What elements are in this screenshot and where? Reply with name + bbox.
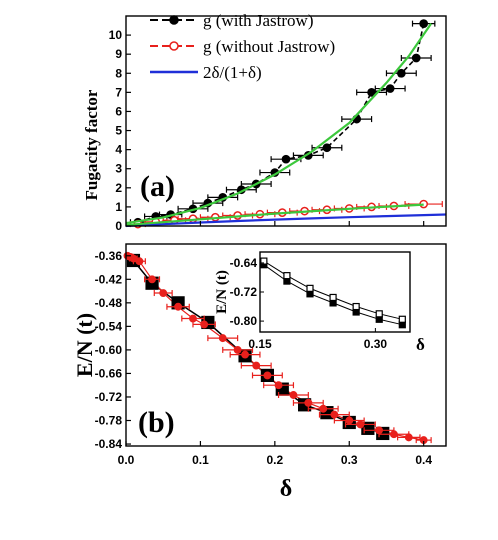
inset-ylabel: E/N (t)	[214, 270, 230, 314]
panel-b-series-1-point	[148, 275, 156, 284]
panel-b-ytick-label: -0.66	[95, 366, 123, 380]
panel-b-series-1-point	[200, 320, 209, 329]
panel-a-ytick-label: 0	[115, 219, 122, 233]
panel-b-series-1-point	[174, 302, 183, 311]
inset-series-1-point	[260, 257, 268, 265]
panel-a-ytick-label: 4	[115, 143, 122, 157]
panel-b-inset: -0.64 -0.72 -0.80 0.15 0.30 E/N (t) δ	[214, 251, 425, 354]
panel-b-series-1-point	[252, 361, 261, 370]
panel-b-series-1-point	[389, 430, 398, 439]
panel-b-series-0-point	[361, 421, 375, 435]
panel-a-ytick-label: 1	[115, 200, 122, 214]
panel-b-ytick-label: -0.36	[95, 249, 123, 263]
panel-b-series-1-point	[330, 410, 339, 419]
panel-a-ytick-label: 5	[115, 124, 122, 138]
panel-b: -0.36 -0.42 -0.48 -0.54 -0.60 -0.66 -0.72 -0.78…	[72, 243, 447, 502]
panel-b-ytick-label: -0.78	[95, 414, 123, 428]
panel-a-legend-item: g (with Jastrow)	[150, 11, 313, 30]
panel-b-xtick-label: 0.1	[192, 453, 209, 467]
panel-a-legend-item: 2δ/(1+δ)	[150, 63, 262, 82]
panel-b-ytick-label: -0.60	[95, 343, 123, 357]
inset-series-1-point	[283, 272, 291, 280]
panel-b-series-1-point	[263, 371, 272, 380]
inset-xtick-label: 0.30	[364, 337, 388, 351]
inset-series-1-point	[306, 284, 314, 292]
panel-a-ytick-label: 10	[109, 28, 123, 42]
inset-series-1-point	[398, 315, 406, 323]
panel-b-frame	[125, 243, 447, 447]
panel-b-ytick-label: -0.42	[95, 272, 123, 286]
panel-a-ytick-label: 7	[115, 85, 122, 99]
panel-a-ytick-label: 9	[115, 47, 122, 61]
panel-b-ylabel: E/N (t)	[72, 313, 97, 377]
inset-ytick-label: -0.64	[230, 256, 258, 270]
panel-a-ytick-label: 8	[115, 66, 122, 80]
panel-b-series-1-point	[375, 426, 383, 435]
panel-a-ytick-label: 6	[115, 104, 122, 118]
panel-b-series-1-point	[233, 345, 242, 354]
inset-xlabel: δ	[416, 335, 425, 354]
panel-a-legend-label: g (without Jastrow)	[203, 37, 335, 56]
panel-b-xtick-label: 0.2	[266, 453, 283, 467]
panel-b-series-1-point	[345, 416, 354, 425]
panel-b-series-1-point	[241, 350, 250, 359]
panel-a-series-0-point	[322, 143, 332, 153]
panel-b-label: (b)	[138, 406, 175, 439]
panel-b-series-1-point	[304, 398, 313, 407]
panel-b-ytick-label: -0.54	[95, 319, 123, 333]
panel-a-legend-item: g (without Jastrow)	[150, 37, 335, 56]
panel-a-ylabel: Fugacity factor	[82, 89, 101, 200]
panel-b-xtick-label: 0.4	[415, 453, 432, 467]
panel-b-series-1-point	[404, 433, 413, 442]
panel-a-series-0-point	[367, 88, 376, 97]
panel-a-series-3-line	[125, 22, 433, 225]
panel-b-xtick-label: 0.0	[118, 453, 135, 467]
inset-xtick-label: 0.15	[248, 337, 272, 351]
panel-a-series-4-line	[125, 203, 424, 227]
inset-series-1-point	[375, 310, 383, 318]
inset-ytick-label: -0.72	[230, 285, 258, 299]
panel-b-ytick-label: -0.84	[95, 437, 123, 451]
panel-b-series-1-point	[218, 334, 227, 343]
panel-b-ytick-label: -0.48	[95, 296, 123, 310]
inset-series-1-point	[329, 293, 337, 302]
panel-b-series-1-point	[356, 420, 365, 429]
inset-ytick-label: -0.80	[230, 314, 258, 328]
panel-b-series-1-point	[159, 289, 168, 297]
panel-a-series-0-point	[396, 68, 406, 78]
panel-b-series-1-point	[274, 381, 283, 390]
panel-a-series-0-point	[419, 19, 429, 28]
panel-b-xtick-label: 0.3	[341, 453, 358, 467]
panel-a-series-0-point	[385, 84, 395, 93]
panel-b-series-1-point	[289, 391, 298, 399]
panel-a-legend-marker	[169, 41, 179, 51]
panel-b-series-1-point	[319, 404, 328, 413]
panel-a-legend-marker	[169, 15, 179, 25]
panel-a: 0 1 2 3 4 5 6 7 8 9 10 Fugacity factor (a) g (with Ja…	[82, 11, 447, 233]
panel-a-series-2-line	[125, 213, 447, 228]
panel-a-label: (a)	[140, 170, 175, 203]
panel-b-xlabel: δ	[280, 476, 292, 502]
panel-a-ytick-label: 2	[115, 181, 122, 195]
inset-series-1-point	[352, 302, 360, 311]
panel-a-ytick-label: 3	[115, 162, 122, 176]
panel-a-series-0-point	[411, 53, 421, 63]
panel-b-series-1-point	[135, 257, 144, 266]
panel-a-legend: g (with Jastrow) g (without Jastrow) 2δ/(1…	[150, 11, 335, 82]
panel-a-series-0-point	[281, 154, 291, 164]
panel-b-ytick-label: -0.72	[95, 390, 123, 404]
panel-a-frame	[125, 15, 447, 227]
panel-a-legend-label: 2δ/(1+δ)	[203, 63, 262, 82]
panel-b-series-1-point	[189, 314, 197, 323]
panel-a-legend-label: g (with Jastrow)	[203, 11, 313, 30]
